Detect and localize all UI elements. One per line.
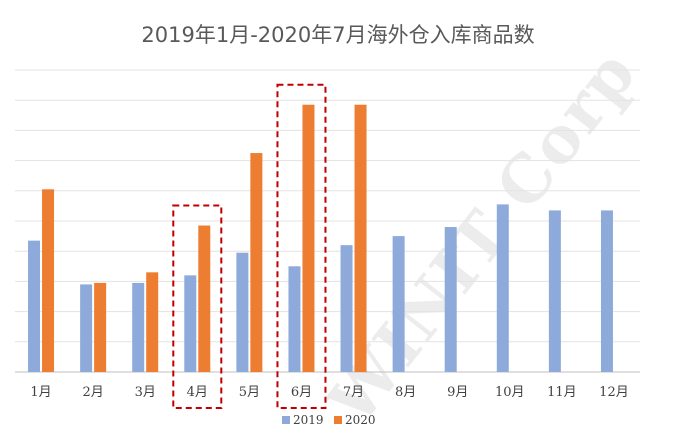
chart-title: 2019年1月-2020年7月海外仓入库商品数 (141, 23, 534, 47)
x-tick-label: 8月 (395, 385, 416, 400)
x-tick-label: 12月 (599, 385, 629, 400)
bar-2019-11月 (548, 210, 561, 372)
x-tick-label: 6月 (291, 385, 312, 400)
legend-label-2020: 2020 (345, 413, 376, 427)
bars (28, 104, 613, 372)
x-tick-label: 9月 (447, 385, 468, 400)
bar-2020-4月 (198, 225, 211, 372)
bar-2019-12月 (600, 210, 613, 372)
x-tick-label: 3月 (135, 385, 156, 400)
bar-2020-2月 (94, 282, 107, 372)
bar-2019-1月 (28, 240, 41, 372)
bar-2020-7月 (354, 104, 367, 372)
bar-2019-9月 (444, 227, 457, 372)
bar-2020-1月 (42, 189, 55, 372)
bar-2019-5月 (236, 252, 249, 372)
bar-2019-8月 (392, 236, 405, 372)
x-tick-label: 11月 (547, 385, 577, 400)
highlight-boxes (172, 83, 327, 409)
bar-2019-10月 (496, 204, 509, 372)
bar-2019-4月 (184, 275, 197, 372)
bar-2020-3月 (146, 272, 159, 372)
x-tick-label: 2月 (82, 385, 103, 400)
legend-swatch-2019 (282, 416, 290, 424)
x-tick-label: 4月 (187, 385, 208, 400)
legend: 2019 2020 (282, 413, 376, 427)
legend-label-2019: 2019 (293, 413, 324, 427)
highlight-box-4月 (172, 204, 223, 409)
x-tick-label: 5月 (239, 385, 260, 400)
x-tick-label: 1月 (30, 385, 51, 400)
bar-2019-3月 (132, 282, 145, 372)
x-axis-ticks: 1月 2月 3月 4月 5月 6月 7月 8月 9月 10月 11月 12月 (30, 385, 628, 400)
bar-2019-6月 (288, 266, 301, 372)
legend-swatch-2020 (334, 416, 342, 424)
x-tick-label: 7月 (343, 385, 364, 400)
gridlines (15, 69, 640, 373)
x-tick-label: 10月 (495, 385, 525, 400)
bar-2019-7月 (340, 245, 353, 372)
bar-2020-5月 (250, 153, 263, 372)
highlight-box-6月 (276, 83, 327, 409)
bar-2020-6月 (302, 104, 315, 372)
bar-2019-2月 (80, 284, 93, 372)
